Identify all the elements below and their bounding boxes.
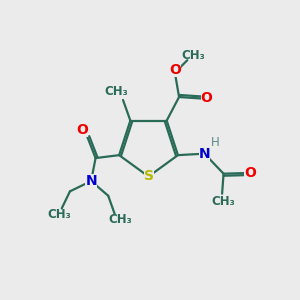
Text: S: S bbox=[143, 169, 154, 184]
Text: O: O bbox=[76, 123, 88, 137]
Text: CH₃: CH₃ bbox=[105, 85, 128, 98]
Text: CH₃: CH₃ bbox=[181, 49, 205, 62]
Text: N: N bbox=[85, 174, 97, 188]
Text: H: H bbox=[211, 136, 220, 149]
Text: N: N bbox=[199, 147, 210, 161]
Text: O: O bbox=[244, 166, 256, 180]
Text: CH₃: CH₃ bbox=[212, 195, 236, 208]
Text: O: O bbox=[169, 63, 181, 77]
Text: O: O bbox=[200, 92, 212, 106]
Text: CH₃: CH₃ bbox=[108, 213, 132, 226]
Text: CH₃: CH₃ bbox=[47, 208, 70, 221]
